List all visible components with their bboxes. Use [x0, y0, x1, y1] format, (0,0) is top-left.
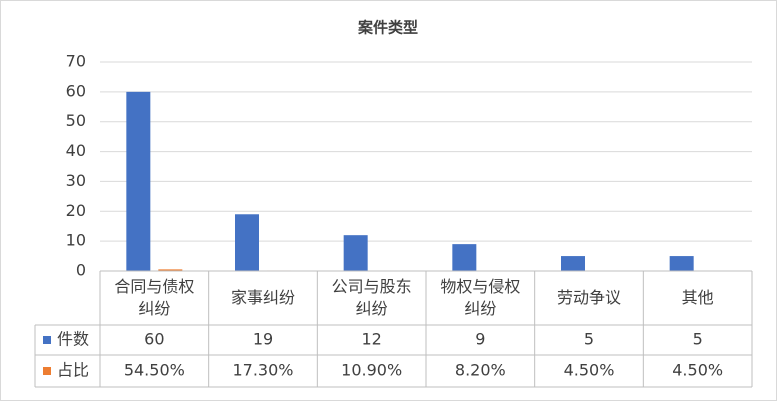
y-tick-label: 20 — [66, 201, 86, 220]
x-tick-label: 劳动争议 — [556, 288, 621, 307]
y-tick-label: 0 — [76, 261, 86, 280]
x-tick-label-box: 家事纠纷 — [230, 288, 295, 307]
data-table-value: 54.50% — [124, 361, 185, 380]
x-tick-label-box: 公司与股东纠纷 — [331, 277, 412, 318]
bar — [158, 269, 183, 271]
legend-key — [43, 336, 51, 344]
data-table-value: 17.30% — [232, 361, 293, 380]
data-table-value: 8.20% — [455, 361, 506, 380]
y-tick-label: 10 — [66, 231, 86, 250]
bar — [235, 214, 259, 271]
data-table-value: 4.50% — [672, 361, 723, 380]
x-tick-label: 物权与侵权纠纷 — [440, 277, 521, 318]
y-tick-label: 30 — [66, 171, 86, 190]
bar — [452, 244, 477, 271]
bar — [669, 256, 694, 271]
x-tick-label: 其他 — [681, 288, 714, 307]
bar — [343, 235, 368, 271]
x-tick-label-box: 物权与侵权纠纷 — [440, 277, 521, 318]
data-table-value: 5 — [584, 330, 594, 349]
x-tick-label: 家事纠纷 — [230, 288, 295, 307]
data-table-value: 19 — [253, 330, 273, 349]
x-tick-label-box: 其他 — [681, 288, 714, 307]
data-table-value: 5 — [693, 330, 703, 349]
x-tick-label-box: 合同与债权纠纷 — [114, 277, 195, 318]
bar — [561, 256, 585, 271]
y-tick-label: 40 — [66, 141, 86, 160]
y-tick-label: 60 — [66, 81, 86, 100]
x-tick-label: 合同与债权纠纷 — [114, 277, 195, 318]
chart-title: 案件类型 — [357, 19, 418, 37]
data-table-value: 9 — [475, 330, 485, 349]
x-tick-label: 公司与股东纠纷 — [331, 277, 412, 318]
data-table-value: 4.50% — [564, 361, 615, 380]
y-tick-label: 70 — [66, 52, 86, 71]
data-table-value: 12 — [361, 330, 381, 349]
legend-label: 件数 — [57, 330, 89, 349]
legend-label: 占比 — [57, 361, 89, 380]
y-tick-label: 50 — [66, 111, 86, 130]
x-tick-label-box: 劳动争议 — [556, 288, 621, 307]
bar — [126, 91, 151, 271]
data-table-value: 10.90% — [341, 361, 402, 380]
legend-key — [43, 367, 51, 375]
data-table-value: 60 — [144, 330, 164, 349]
